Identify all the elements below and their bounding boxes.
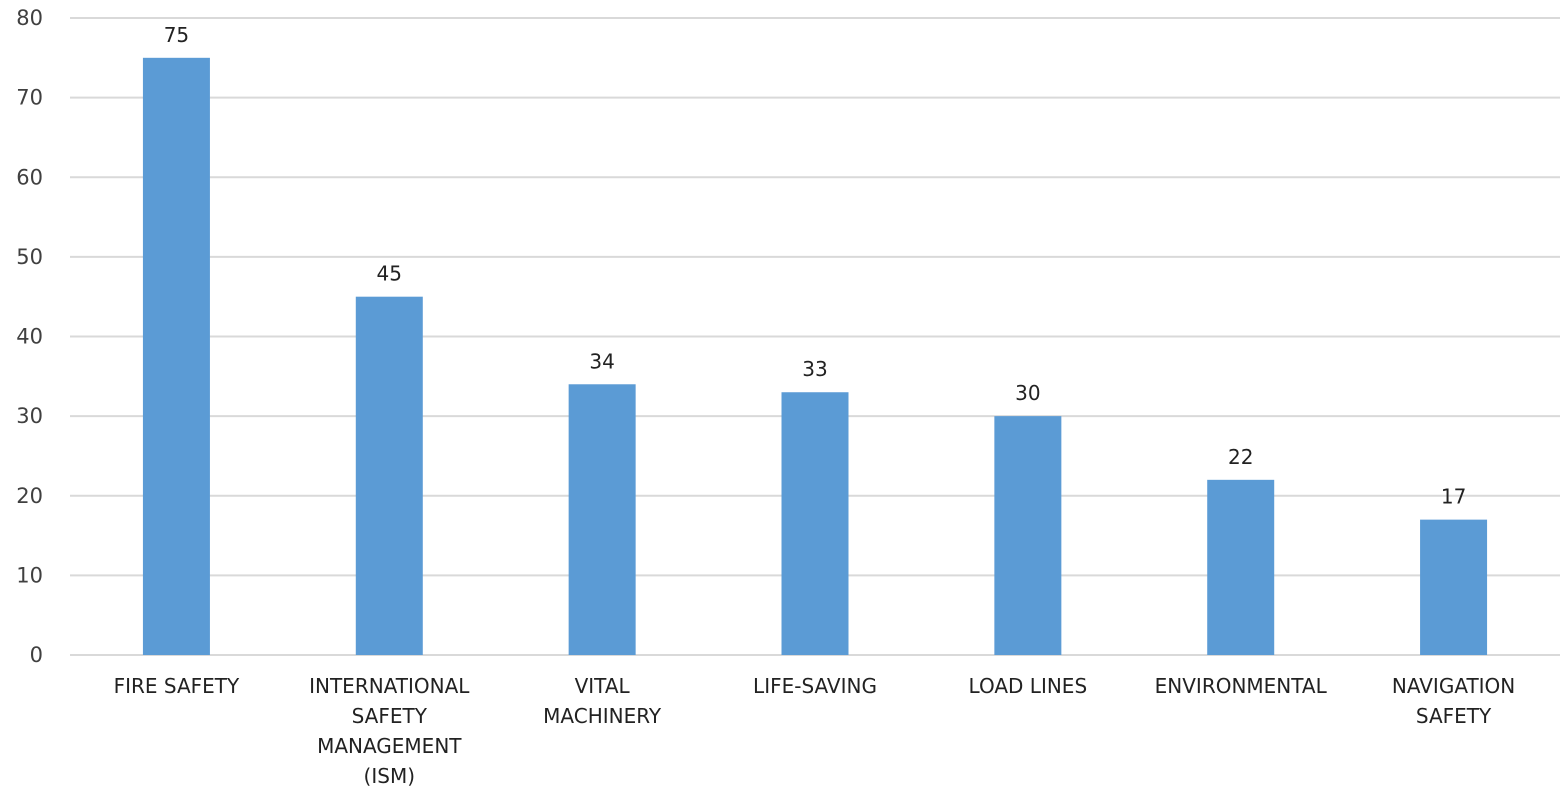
data-label: 75 [164, 23, 189, 47]
bar [355, 296, 423, 655]
x-tick-label: LIFE-SAVING [753, 674, 877, 698]
bar [1420, 519, 1488, 655]
y-tick-label: 30 [16, 404, 43, 428]
x-tick-label-line: FIRE SAFETY [114, 674, 240, 698]
bar [568, 384, 636, 655]
y-tick-label: 50 [16, 245, 43, 269]
bars [142, 57, 1488, 655]
data-label: 34 [589, 349, 614, 373]
x-tick-label: INTERNATIONAL SAFETY MANAGEMENT (ISM) [309, 674, 470, 788]
x-tick-label: VITAL MACHINERY [543, 674, 662, 728]
y-tick-label: 20 [16, 484, 43, 508]
x-tick-label-line: MANAGEMENT [317, 734, 462, 758]
y-tick-label: 80 [16, 6, 43, 30]
y-tick-label: 10 [16, 563, 43, 587]
x-tick-label: FIRE SAFETY [114, 674, 240, 698]
data-labels: 75 45 34 33 30 22 17 [164, 23, 1467, 509]
y-tick-label: 60 [16, 165, 43, 189]
x-tick-label-line: NAVIGATION [1392, 674, 1515, 698]
x-tick-label-line: (ISM) [364, 764, 415, 788]
x-tick-label-line: LIFE-SAVING [753, 674, 877, 698]
x-tick-label: NAVIGATION SAFETY [1392, 674, 1515, 728]
x-tick-label-line: SAFETY [352, 704, 428, 728]
x-tick-label-line: ENVIRONMENTAL [1155, 674, 1328, 698]
x-tick-label-line: SAFETY [1416, 704, 1492, 728]
x-tick-label-line: VITAL [575, 674, 631, 698]
data-label: 17 [1441, 485, 1466, 509]
x-axis-ticks: FIRE SAFETY INTERNATIONAL SAFETY MANAGEMENT… [114, 674, 1516, 788]
data-label: 33 [802, 357, 827, 381]
x-tick-label-line: INTERNATIONAL [309, 674, 470, 698]
data-label: 45 [377, 262, 402, 286]
y-axis-ticks: 0 10 20 30 40 50 60 70 80 [16, 6, 43, 667]
y-tick-label: 40 [16, 325, 43, 349]
x-tick-label: ENVIRONMENTAL [1155, 674, 1328, 698]
bar [781, 392, 849, 655]
gridlines [70, 17, 1560, 656]
y-tick-label: 70 [16, 86, 43, 110]
x-tick-label-line: MACHINERY [543, 704, 662, 728]
bar [1207, 479, 1275, 655]
bar [142, 57, 210, 655]
x-tick-label-line: LOAD LINES [969, 674, 1088, 698]
data-label: 30 [1015, 381, 1040, 405]
y-tick-label: 0 [30, 643, 43, 667]
x-tick-label: LOAD LINES [969, 674, 1088, 698]
data-label: 22 [1228, 445, 1253, 469]
bar [994, 416, 1062, 655]
